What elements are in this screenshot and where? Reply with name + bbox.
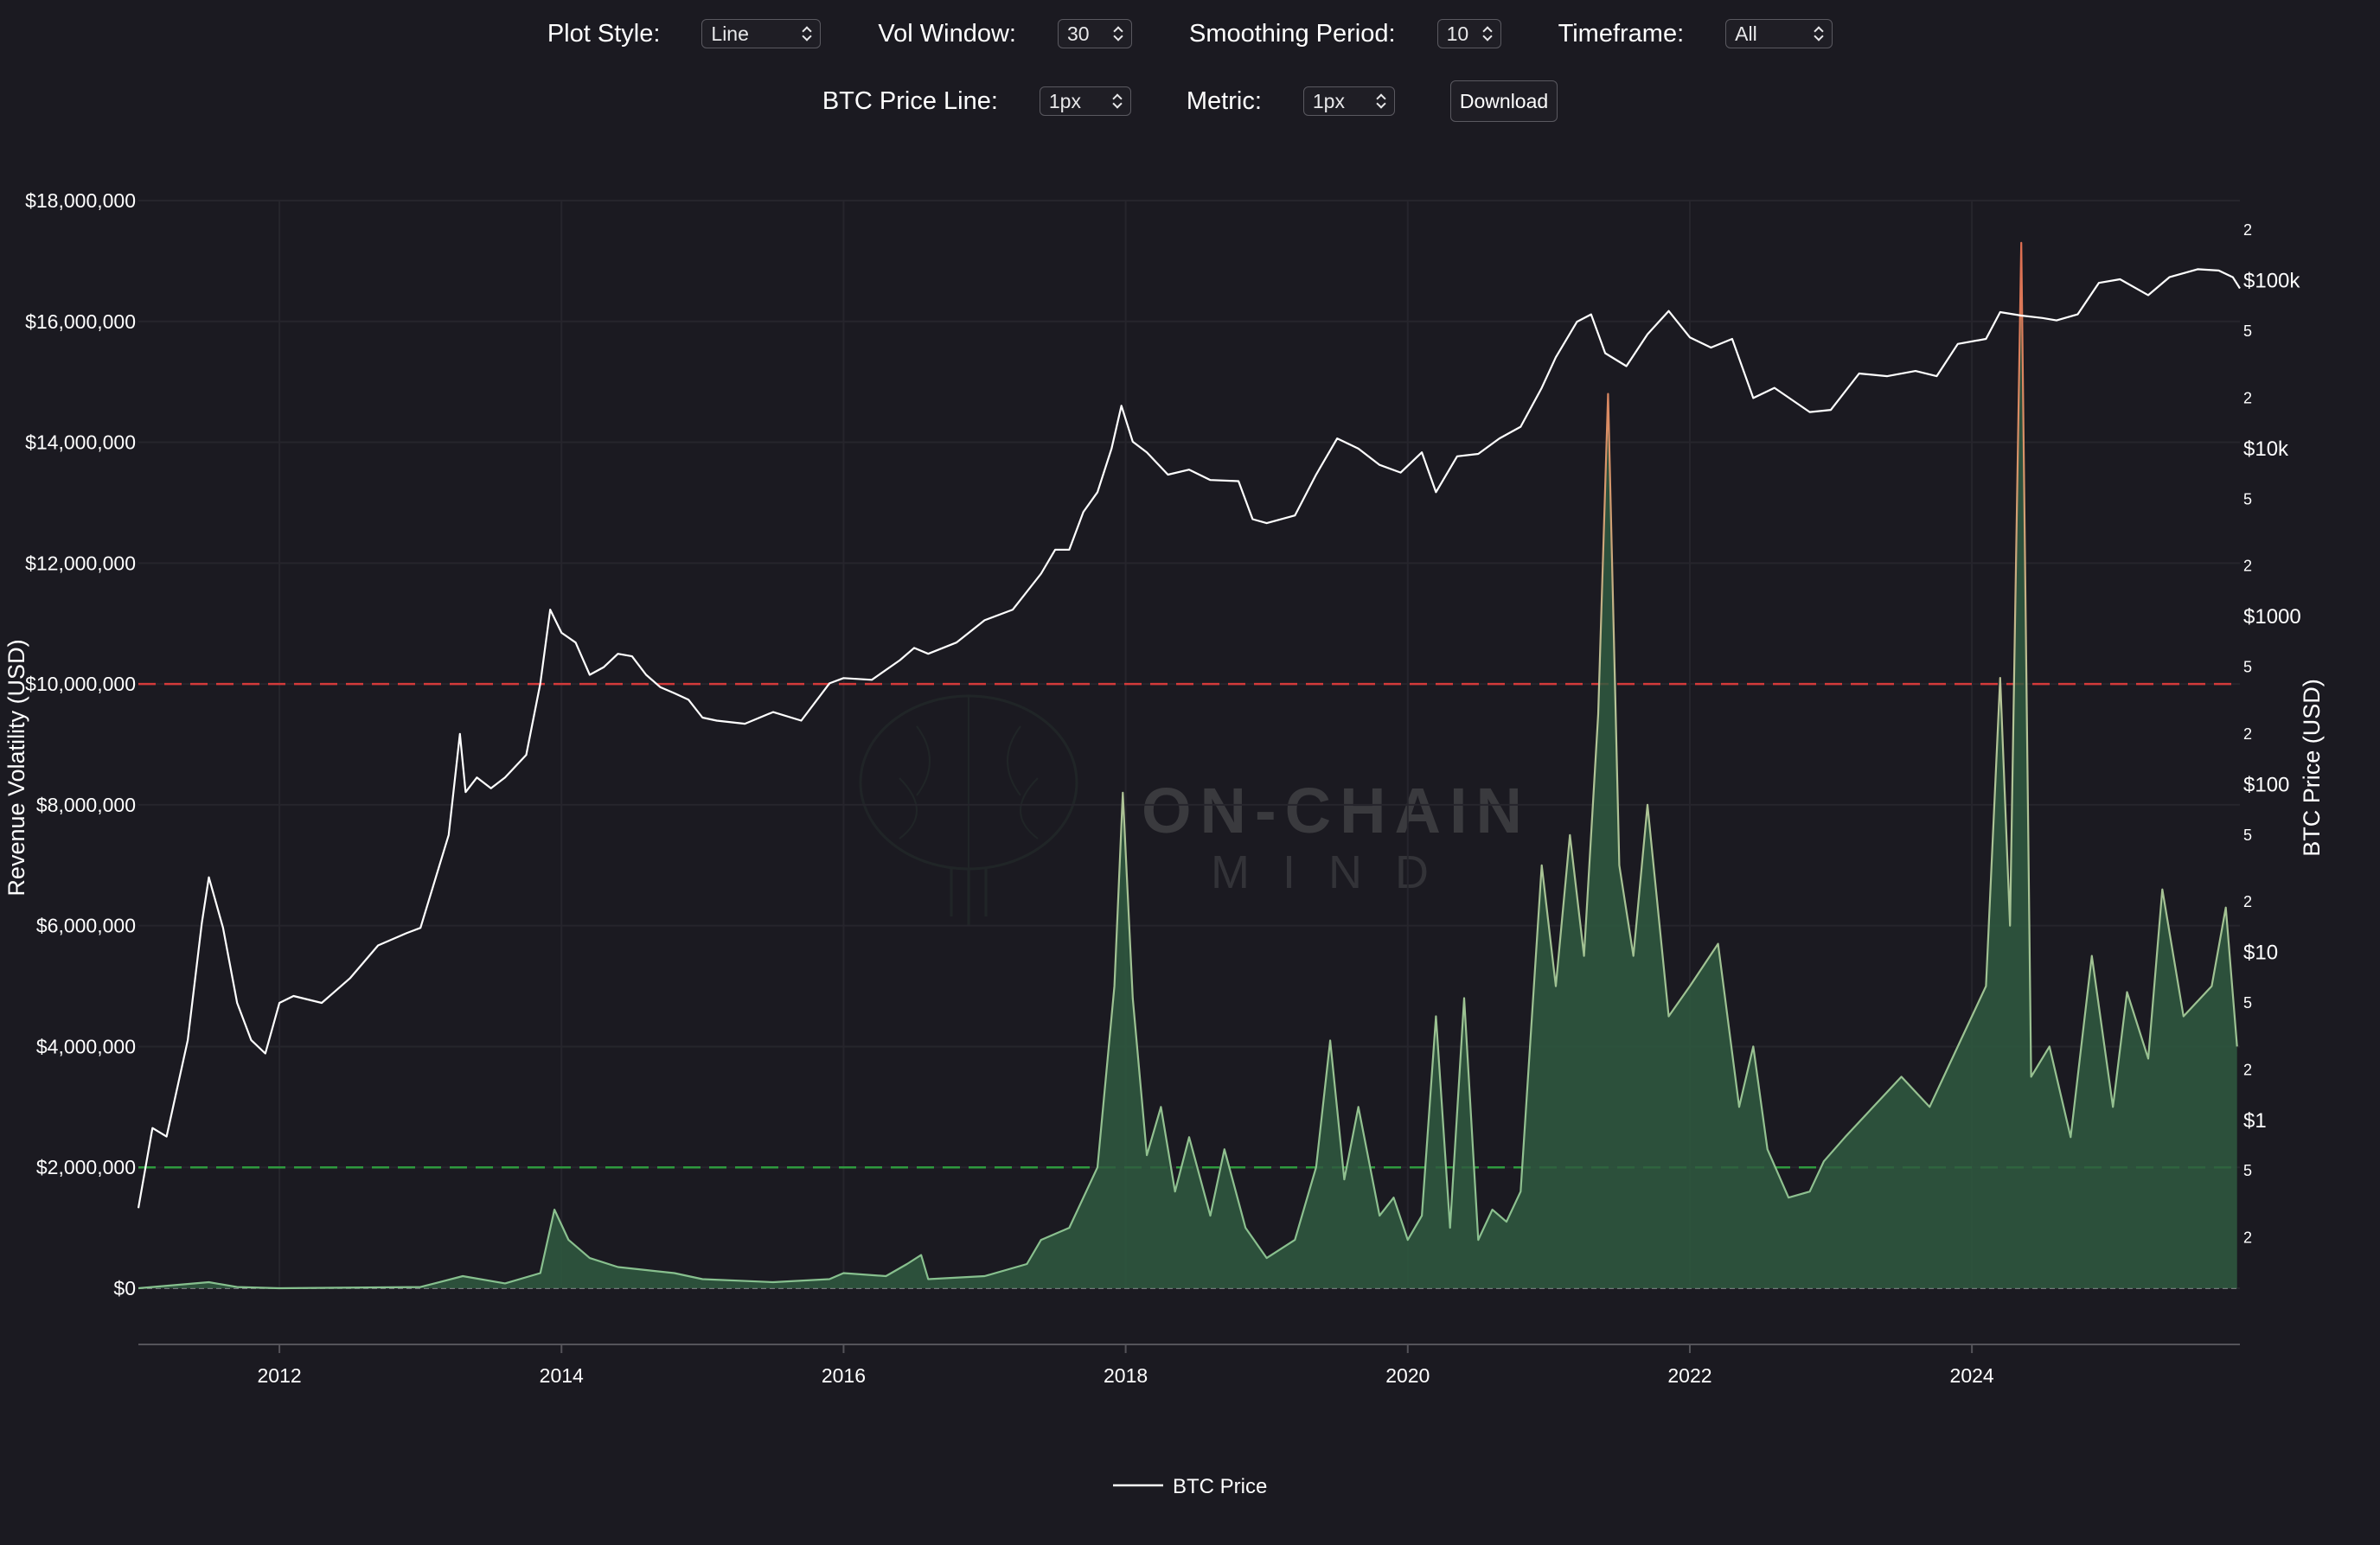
y-left-tick-label: $8,000,000 <box>36 794 136 816</box>
plot-style-select[interactable]: Line <box>701 19 822 48</box>
btc-price-line-label: BTC Price Line: <box>822 86 998 115</box>
revenue-volatility-area <box>138 242 2237 1288</box>
y-right-minor-tick-label: 2 <box>2243 1229 2252 1247</box>
y-right-minor-tick-label: 2 <box>2243 893 2252 910</box>
metric-select[interactable]: 1px <box>1302 86 1395 116</box>
y-left-tick-label: $18,000,000 <box>25 189 136 212</box>
timeframe-select[interactable]: All <box>1725 19 1833 48</box>
y-left-tick-label: $0 <box>113 1277 136 1299</box>
y-right-minor-tick-label: 2 <box>2243 221 2252 239</box>
y-left-tick-label: $12,000,000 <box>25 552 136 574</box>
x-tick-label: 2018 <box>1104 1364 1148 1387</box>
y-right-minor-tick-label: 5 <box>2243 659 2252 676</box>
smoothing-period-select[interactable]: 10 <box>1436 19 1501 48</box>
y-right-major-tick-label: $1 <box>2243 1109 2267 1133</box>
y-right-major-tick-label: $1000 <box>2243 605 2301 629</box>
metric-label: Metric: <box>1186 86 1262 115</box>
y-right-axis-title: BTC Price (USD) <box>2299 679 2325 857</box>
timeframe-label: Timeframe: <box>1558 19 1685 48</box>
y-right-major-tick-label: $100k <box>2243 270 2300 293</box>
controls-row-2: BTC Price Line: 1px Metric: 1px Download <box>0 80 2380 123</box>
x-tick-label: 2024 <box>1950 1364 1994 1387</box>
watermark-line1: ON-CHAIN <box>1142 775 1531 846</box>
btc-price-series <box>137 268 2241 1209</box>
legend: BTC Price <box>1113 1475 1267 1498</box>
vol-window-label: Vol Window: <box>878 19 1016 48</box>
y-right-major-tick-label: $100 <box>2243 773 2289 796</box>
y-left-tick-label: $4,000,000 <box>36 1035 136 1057</box>
y-left-tick-label: $16,000,000 <box>25 310 136 333</box>
y-right-minor-tick-label: 5 <box>2243 322 2252 340</box>
axes: $0 $2,000,000 $4,000,000 $6,000,000 $8,000,0… <box>3 189 2325 1387</box>
btc-price-line-value: 1px <box>1048 89 1081 112</box>
y-left-tick-label: $10,000,000 <box>25 673 136 695</box>
x-tick-label: 2016 <box>822 1364 866 1387</box>
y-left-tick-label: $2,000,000 <box>36 1156 136 1178</box>
timeframe-value: All <box>1735 22 1757 45</box>
btc-price-line <box>137 268 2241 1209</box>
y-right-major-tick-label: $10 <box>2243 942 2278 965</box>
metric-value: 1px <box>1312 89 1345 112</box>
y-right-major-tick-label: $10k <box>2243 437 2289 461</box>
y-right-minor-tick-label: 5 <box>2243 994 2252 1012</box>
watermark-line2: MIND <box>1211 846 1462 898</box>
vol-window-value: 30 <box>1066 22 1090 45</box>
x-tick-label: 2012 <box>258 1364 302 1387</box>
x-tick-label: 2020 <box>1385 1364 1430 1387</box>
y-right-minor-tick-label: 5 <box>2243 1162 2252 1179</box>
y-left-tick-label: $6,000,000 <box>36 915 136 937</box>
revenue-volatility-series <box>138 241 2238 1290</box>
btc-price-line-select[interactable]: 1px <box>1039 86 1131 116</box>
smoothing-period-value: 10 <box>1446 22 1469 45</box>
y-left-axis-title: Revenue Volatility (USD) <box>3 639 29 896</box>
plot-style-label: Plot Style: <box>547 19 661 48</box>
x-tick-label: 2014 <box>540 1364 584 1387</box>
watermark-brain-icon <box>859 694 1078 925</box>
y-right-minor-tick-label: 2 <box>2243 725 2252 743</box>
y-right-minor-tick-label: 2 <box>2243 389 2252 406</box>
smoothing-period-label: Smoothing Period: <box>1188 19 1396 48</box>
revenue-volatility-line <box>138 241 2238 1290</box>
plot-style-value: Line <box>711 22 749 45</box>
y-right-minor-tick-label: 2 <box>2243 1061 2252 1078</box>
y-right-minor-tick-label: 2 <box>2243 558 2252 575</box>
download-button[interactable]: Download <box>1449 80 1558 122</box>
y-right-minor-tick-label: 5 <box>2243 490 2252 508</box>
y-right-minor-tick-label: 5 <box>2243 827 2252 844</box>
legend-label-btc-price: BTC Price <box>1173 1475 1267 1498</box>
vol-window-select[interactable]: 30 <box>1057 19 1132 48</box>
y-left-tick-label: $14,000,000 <box>25 431 136 454</box>
x-tick-label: 2022 <box>1667 1364 1711 1387</box>
controls-row-1: Plot Style: Line Vol Window: 30 Smoothin… <box>0 12 2380 55</box>
